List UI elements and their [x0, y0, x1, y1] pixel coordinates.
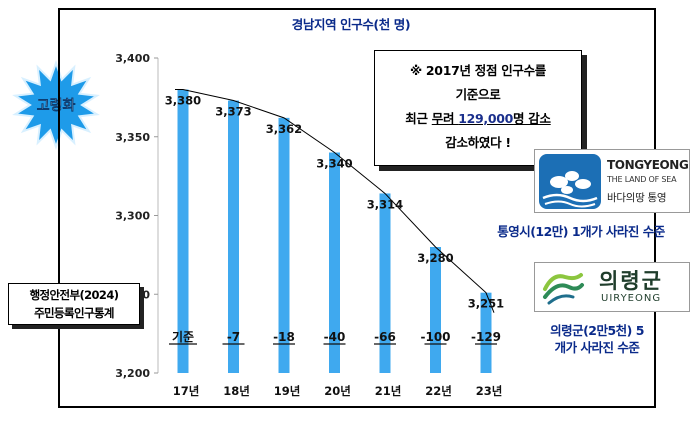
change-label: -129	[471, 330, 501, 344]
x-tick-label: 19년	[274, 384, 301, 398]
change-label: -66	[374, 330, 396, 344]
bar-value-label: 3,380	[165, 94, 201, 108]
x-tick-label: 18년	[223, 384, 250, 398]
aging-badge: 고령화	[12, 59, 100, 151]
y-tick-label: 3,400	[115, 52, 150, 65]
x-tick-label: 21년	[375, 384, 402, 398]
starburst-shape	[12, 59, 100, 151]
x-tick-label: 20년	[324, 384, 351, 398]
tongyeong-logo-icon	[539, 154, 601, 209]
bar	[228, 100, 239, 374]
bar-value-label: 3,251	[468, 297, 504, 311]
change-label: -18	[273, 330, 295, 344]
callout-line-3: 최근 무려 129,000명 감소	[405, 111, 551, 126]
bar	[177, 89, 189, 373]
trend-line	[175, 89, 495, 313]
x-tick-label: 17년	[173, 384, 200, 398]
x-axis-labels: 17년 18년 19년 20년 21년 22년 23년	[173, 384, 503, 398]
change-label: -40	[324, 330, 346, 344]
change-labels: 기준 -7 -18 -40 -66 -100 -129	[169, 329, 501, 345]
callout-line-4: 감소하였다 !	[445, 135, 511, 150]
bar	[480, 292, 492, 373]
bar	[329, 152, 340, 373]
chart-title: 경남지역 인구수(천 명)	[291, 17, 411, 32]
tongyeong-slogan-ko: 바다의땅 통영	[607, 192, 667, 204]
y-tick-label: 3,350	[115, 131, 150, 144]
bar-value-label: 3,362	[266, 122, 302, 136]
change-label: -7	[227, 330, 240, 344]
bar-value-labels: 3,380 3,373 3,362 3,340 3,314 3,280 3,251	[165, 94, 504, 311]
callout-line-1: ※ 2017년 정점 인구수를	[410, 63, 546, 78]
tongyeong-slogan-en: THE LAND OF SEA	[607, 175, 677, 184]
change-label: -100	[420, 330, 450, 344]
uiryeong-name-en: UIRYEONG	[601, 293, 662, 304]
tongyeong-caption: 통영시(12만) 1개가 사라진 수준	[497, 224, 665, 239]
change-label: 기준	[172, 329, 194, 344]
bar	[379, 193, 391, 373]
tongyeong-brand: TONGYEONG THE LAND OF SEA 바다의땅 통영	[534, 149, 690, 213]
bar-value-label: 3,280	[417, 251, 453, 265]
bar-value-label: 3,340	[316, 157, 352, 171]
decline-callout: ※ 2017년 정점 인구수를 기준으로 최근 무려 129,000명 감소 감…	[374, 50, 582, 166]
y-tick-label: 3,300	[115, 210, 150, 223]
tongyeong-name: TONGYEONG	[607, 158, 689, 172]
callout-line-2: 기준으로	[455, 87, 501, 102]
bar	[278, 117, 290, 373]
y-tick-label: 3,200	[115, 367, 150, 380]
bar-value-label: 3,373	[215, 105, 251, 119]
uiryeong-brand: 의령군 UIRYEONG	[534, 262, 690, 312]
x-tick-label: 22년	[425, 384, 452, 398]
uiryeong-caption: 의령군(2만5천) 5 개가 사라진 수준	[550, 323, 644, 355]
bar	[430, 247, 441, 373]
badge-label: 고령화	[37, 98, 76, 114]
source-note: 행정안전부(2024) 주민등록인구통계	[8, 283, 140, 325]
uiryeong-logo-icon	[541, 267, 585, 307]
bar-value-label: 3,314	[367, 197, 403, 211]
bars	[177, 89, 492, 374]
uiryeong-name-ko: 의령군	[599, 269, 663, 293]
x-tick-label: 23년	[476, 384, 503, 398]
